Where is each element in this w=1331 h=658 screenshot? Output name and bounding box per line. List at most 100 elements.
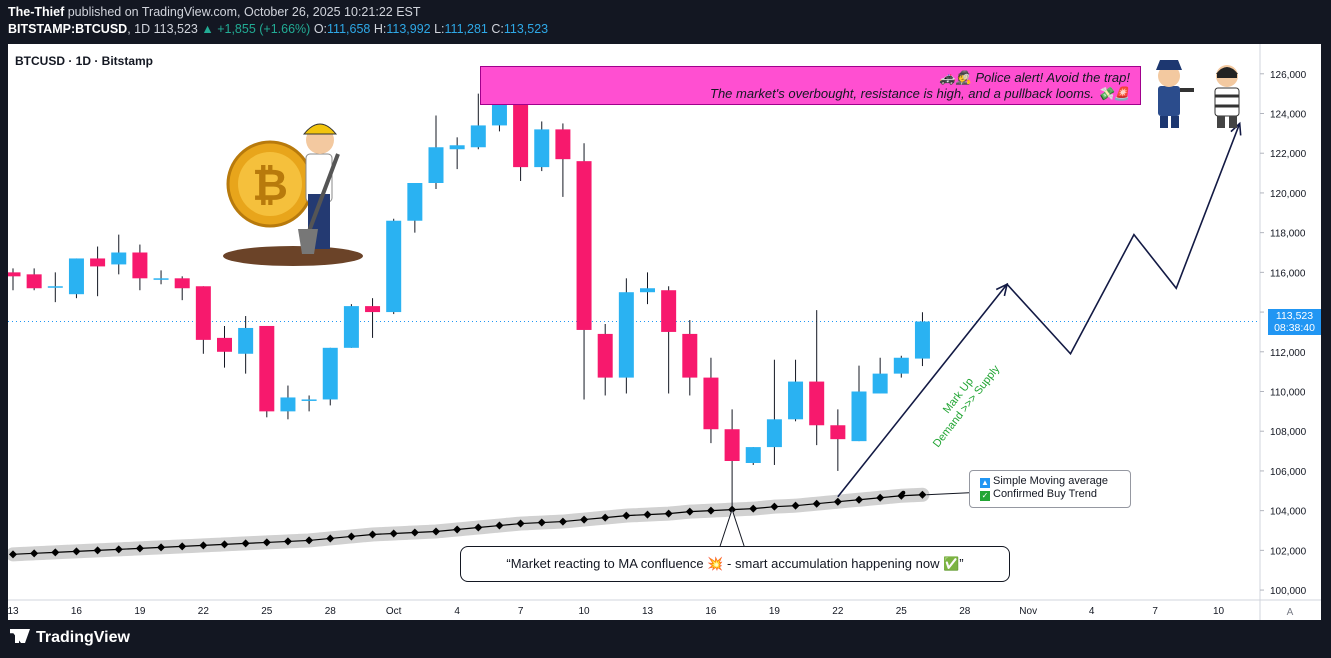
indicator-legend[interactable]: ▲ Simple Moving average ✓ Confirmed Buy Tr… bbox=[969, 470, 1131, 508]
triangle-up-icon: ▲ bbox=[980, 478, 990, 488]
author-name[interactable]: The-Thief bbox=[8, 5, 65, 19]
y-tick-label: 126,000 bbox=[1270, 70, 1307, 81]
high-value: 113,992 bbox=[386, 22, 431, 36]
candles bbox=[5, 69, 930, 521]
interval: , 1D bbox=[127, 22, 154, 36]
x-tick-label: 10 bbox=[578, 606, 590, 617]
last-price: 113,523 bbox=[153, 22, 198, 36]
chart-area[interactable]: 100,000 102,000 104,000 106,000 108,000 110,0… bbox=[5, 44, 1321, 620]
ma-point bbox=[51, 548, 60, 557]
legend-row-trend: ✓ Confirmed Buy Trend bbox=[980, 488, 1097, 501]
ma-point bbox=[706, 506, 715, 515]
y-tick-label: 112,000 bbox=[1270, 348, 1306, 359]
publication-line: The-Thief published on TradingView.com, … bbox=[8, 5, 421, 19]
price-change: ▲ +1,855 (+1.66%) bbox=[201, 22, 311, 36]
ma-point bbox=[516, 519, 525, 528]
candle-body bbox=[555, 129, 571, 160]
ma-point bbox=[178, 542, 187, 551]
y-tick-label: 122,000 bbox=[1270, 149, 1307, 160]
bitcoin-miner-illustration: ₿ bbox=[223, 123, 363, 266]
ma-point bbox=[410, 528, 419, 537]
open-value: 111,658 bbox=[327, 22, 371, 36]
ma-point bbox=[432, 527, 440, 536]
check-icon: ✓ bbox=[980, 491, 990, 501]
connector-dot bbox=[901, 490, 906, 495]
alert-line-1: 🚓🕵 Police alert! Avoid the trap! bbox=[939, 70, 1130, 85]
ma-point bbox=[72, 547, 81, 556]
y-tick-label: 102,000 bbox=[1270, 546, 1307, 557]
low-label: L: bbox=[434, 22, 445, 36]
y-tick-label: 104,000 bbox=[1270, 507, 1307, 518]
chart-canvas[interactable]: 100,000 102,000 104,000 106,000 108,000 110,0… bbox=[5, 44, 1321, 620]
ma-point bbox=[305, 536, 314, 545]
x-tick-label: 19 bbox=[769, 606, 781, 617]
legend-ma-label: Simple Moving average bbox=[993, 475, 1108, 487]
candle-body bbox=[386, 220, 402, 313]
ma-point bbox=[135, 544, 144, 553]
illustrations: ₿ bbox=[223, 60, 1240, 266]
candle-body bbox=[830, 425, 846, 440]
ma-point bbox=[664, 509, 673, 518]
ma-point bbox=[283, 537, 292, 546]
ma-point bbox=[685, 507, 694, 516]
ma-point bbox=[114, 545, 123, 554]
candle-body bbox=[745, 447, 761, 463]
candle-body bbox=[68, 258, 84, 295]
x-tick-label: 16 bbox=[705, 606, 717, 617]
x-tick-label: Nov bbox=[1019, 606, 1037, 617]
quote-line: BITSTAMP:BTCUSD, 1D 113,523 ▲ +1,855 (+1… bbox=[8, 22, 548, 36]
x-tick-label: Oct bbox=[386, 606, 402, 617]
candle-body bbox=[640, 288, 655, 293]
candle-body bbox=[724, 429, 740, 461]
x-tick-label: 7 bbox=[518, 606, 524, 617]
candle-body bbox=[174, 278, 190, 289]
ma-point bbox=[347, 532, 356, 541]
scale-mode-label: A bbox=[1287, 607, 1294, 618]
x-tick-label: 10 bbox=[1213, 606, 1225, 617]
ma-point bbox=[580, 515, 589, 524]
ma-point bbox=[368, 530, 377, 539]
candle-body bbox=[343, 306, 359, 348]
police-illustration bbox=[1156, 60, 1194, 128]
y-tick-label: 106,000 bbox=[1270, 467, 1307, 478]
police-alert-box[interactable]: 🚓🕵 Police alert! Avoid the trap! The mar… bbox=[480, 66, 1141, 105]
tradingview-logo[interactable]: TradingView bbox=[10, 629, 130, 647]
ma-point bbox=[262, 538, 271, 547]
svg-text:₿: ₿ bbox=[252, 161, 288, 210]
alert-line-2: The market's overbought, resistance is h… bbox=[710, 86, 1130, 101]
ma-point bbox=[855, 495, 863, 504]
ma-point bbox=[812, 499, 821, 508]
x-tick-label: 28 bbox=[325, 606, 337, 617]
last-price-tag: 113,523 08:38:40 bbox=[1268, 308, 1321, 335]
ma-point bbox=[918, 490, 927, 499]
thief-illustration bbox=[1214, 65, 1240, 128]
ma-point bbox=[601, 513, 610, 522]
arrow-head bbox=[1230, 121, 1242, 136]
x-tick-label: 13 bbox=[8, 606, 19, 617]
projection-line bbox=[837, 123, 1241, 498]
candle-body bbox=[449, 145, 465, 150]
candle-body bbox=[470, 125, 486, 148]
candle-body bbox=[195, 286, 211, 340]
legend-row-ma: ▲ Simple Moving average bbox=[980, 475, 1108, 488]
x-tick-label: 22 bbox=[198, 606, 210, 617]
x-tick-label: 19 bbox=[134, 606, 146, 617]
x-tick-label: 28 bbox=[959, 606, 971, 617]
x-tick-label: 4 bbox=[1089, 606, 1095, 617]
ma-point bbox=[220, 540, 229, 549]
candle-body bbox=[851, 391, 867, 442]
candle-body bbox=[280, 397, 296, 412]
ma-point bbox=[199, 541, 208, 550]
symbol-name: BITSTAMP:BTCUSD bbox=[8, 22, 128, 36]
candle-body bbox=[407, 183, 423, 221]
ma-point bbox=[389, 529, 398, 538]
ma-confluence-callout[interactable]: “Market reacting to MA confluence 💥 - sm… bbox=[460, 546, 1010, 582]
ma-point bbox=[537, 518, 546, 527]
candle-body bbox=[597, 333, 613, 378]
candle-body bbox=[322, 347, 338, 400]
candle-body bbox=[809, 381, 825, 426]
price-tag-countdown: 08:38:40 bbox=[1274, 321, 1315, 334]
ma-point bbox=[474, 523, 483, 532]
candle-body bbox=[513, 99, 529, 168]
ma-point bbox=[876, 493, 885, 502]
